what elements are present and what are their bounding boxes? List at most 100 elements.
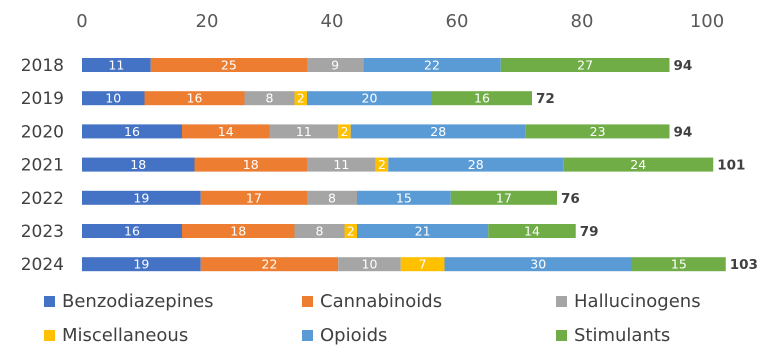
total-label: 101 [717, 158, 745, 174]
data-label: 14 [524, 224, 540, 239]
bar-segment [338, 257, 401, 272]
bar-segment [150, 58, 307, 72]
legend-item: Benzodiazepines [44, 291, 214, 312]
bars [82, 58, 726, 272]
data-label: 7 [419, 257, 427, 272]
data-label: 15 [396, 190, 412, 205]
data-label: 11 [108, 58, 124, 73]
bar-segment [432, 91, 532, 106]
bar-segment [388, 157, 564, 172]
data-label: 19 [133, 190, 149, 205]
data-label: 28 [468, 157, 484, 172]
data-label: 28 [430, 124, 446, 139]
bar-segment [444, 257, 632, 272]
legend-label: Stimulants [574, 325, 670, 346]
bar-segment [82, 157, 195, 172]
category-label: 2022 [21, 189, 64, 209]
bar-segment [307, 58, 364, 72]
bar-segment [82, 58, 151, 72]
bar-segment [194, 157, 307, 172]
bar-segment [632, 257, 726, 272]
data-label: 22 [262, 257, 278, 272]
category-label: 2019 [21, 89, 64, 109]
bar-segment [357, 224, 489, 238]
data-label: 2 [347, 224, 355, 239]
data-label: 14 [218, 124, 234, 139]
data-label: 16 [187, 91, 203, 106]
data-label: 21 [415, 224, 431, 239]
data-label: 16 [124, 124, 140, 139]
bar-segment [294, 224, 345, 238]
total-label: 72 [536, 91, 555, 107]
total-label: 76 [561, 191, 580, 207]
bar-segment [400, 257, 445, 272]
x-axis-ticks: 0 20 40 60 80 100 [76, 11, 724, 32]
data-label: 20 [362, 91, 378, 106]
legend-item: Opioids [302, 325, 387, 346]
bar-segment [182, 124, 270, 139]
bar-segment [344, 224, 357, 238]
bar-segment [182, 224, 295, 238]
data-label: 9 [331, 58, 339, 73]
total-label: 79 [580, 224, 599, 240]
legend-swatch [556, 296, 567, 307]
legend-label: Benzodiazepines [62, 291, 214, 312]
bar-segment [488, 224, 576, 238]
bar-segment [350, 124, 526, 139]
data-label: 19 [133, 257, 149, 272]
bar-segment [200, 190, 307, 205]
bar-segment [82, 91, 145, 106]
data-label: 27 [577, 58, 593, 73]
data-label: 16 [124, 224, 140, 239]
legend-label: Hallucinogens [574, 291, 701, 312]
bar-segment [244, 91, 295, 106]
bar-segment [307, 91, 432, 106]
data-label: 18 [230, 224, 246, 239]
x-tick-label: 0 [76, 11, 87, 32]
data-label: 30 [530, 257, 546, 272]
total-label: 94 [674, 58, 693, 74]
legend-item: Stimulants [556, 325, 670, 346]
legend: Benzodiazepines Cannabinoids Hallucinogens… [44, 291, 701, 346]
bar-segment [307, 190, 357, 205]
data-label: 8 [266, 91, 274, 106]
bar-segment [144, 91, 245, 106]
bar-segment [307, 157, 376, 172]
legend-swatch [44, 296, 55, 307]
legend-item: Miscellaneous [44, 325, 188, 346]
data-label: 18 [243, 157, 259, 172]
data-label: 2 [378, 157, 386, 172]
x-tick-label: 20 [196, 11, 219, 32]
data-label: 11 [296, 124, 312, 139]
bar-segment [294, 91, 307, 106]
category-label: 2023 [21, 222, 64, 242]
bar-segment [82, 257, 201, 272]
data-label: 23 [590, 124, 606, 139]
legend-item: Cannabinoids [302, 291, 442, 312]
total-labels: 94 72 94 101 76 79 103 [536, 58, 758, 273]
total-label: 94 [674, 124, 693, 140]
bar-segment [563, 157, 714, 172]
data-label: 22 [424, 58, 440, 73]
bar-segment [338, 124, 351, 139]
data-label: 25 [221, 58, 237, 73]
bar-segment [82, 124, 182, 139]
bar-segment [82, 224, 182, 238]
data-label: 10 [362, 257, 378, 272]
bar-segment [525, 124, 670, 139]
legend-item: Hallucinogens [556, 291, 701, 312]
category-label: 2018 [21, 56, 64, 76]
legend-swatch [44, 330, 55, 341]
bar-segment [500, 58, 670, 72]
bar-segment [357, 190, 451, 205]
legend-label: Cannabinoids [320, 291, 442, 312]
x-tick-label: 80 [571, 11, 594, 32]
x-tick-label: 100 [690, 11, 724, 32]
category-label: 2020 [21, 122, 64, 142]
x-tick-label: 40 [321, 11, 344, 32]
bar-segment [363, 58, 501, 72]
x-tick-label: 60 [446, 11, 469, 32]
total-label: 103 [730, 257, 758, 273]
legend-label: Miscellaneous [62, 325, 188, 346]
